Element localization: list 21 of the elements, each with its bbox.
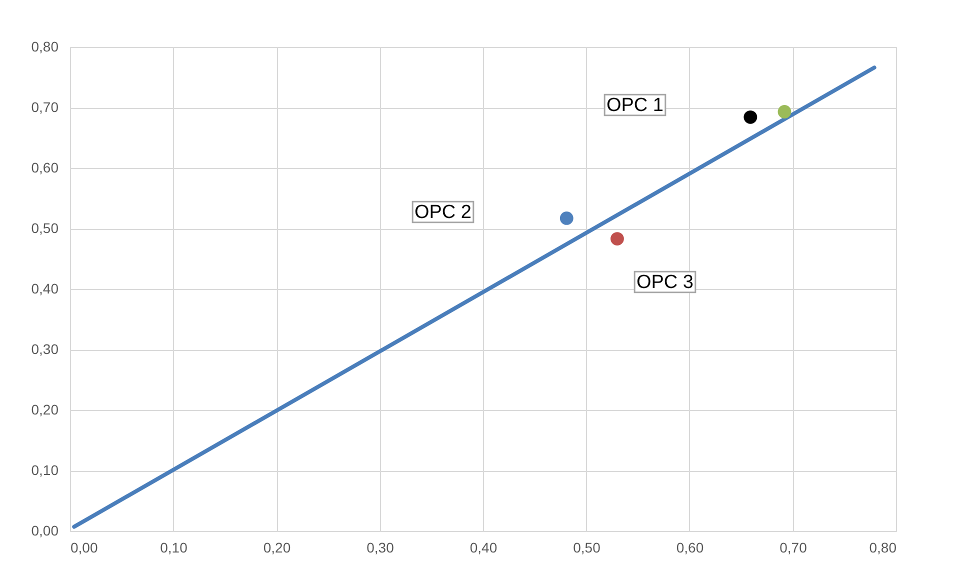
x-tick-label: 0,20 xyxy=(263,540,291,556)
y-tick-label: 0,30 xyxy=(31,341,59,357)
x-tick-label: 0,50 xyxy=(573,540,601,556)
y-tick-label: 0,00 xyxy=(31,522,59,538)
y-tick-label: 0,10 xyxy=(31,462,59,478)
x-tick-label: 0,30 xyxy=(366,540,394,556)
y-tick-label: 0,80 xyxy=(31,38,59,54)
x-tick-label: 0,00 xyxy=(70,540,98,556)
x-tick-label: 0,60 xyxy=(676,540,704,556)
annotation: OPC 1 xyxy=(606,95,664,116)
y-tick-label: 0,70 xyxy=(31,99,59,115)
annotation: OPC 2 xyxy=(414,202,472,223)
annotation: OPC 3 xyxy=(636,272,694,293)
y-tick-label: 0,60 xyxy=(31,160,59,176)
y-tick-label: 0,20 xyxy=(31,402,59,418)
x-tick-label: 0,70 xyxy=(780,540,808,556)
y-tick-label: 0,50 xyxy=(31,220,59,236)
y-tick-label: 0,40 xyxy=(31,280,59,296)
x-tick-label: 0,80 xyxy=(869,540,897,556)
x-tick-label: 0,10 xyxy=(160,540,188,556)
x-tick-label: 0,40 xyxy=(470,540,498,556)
